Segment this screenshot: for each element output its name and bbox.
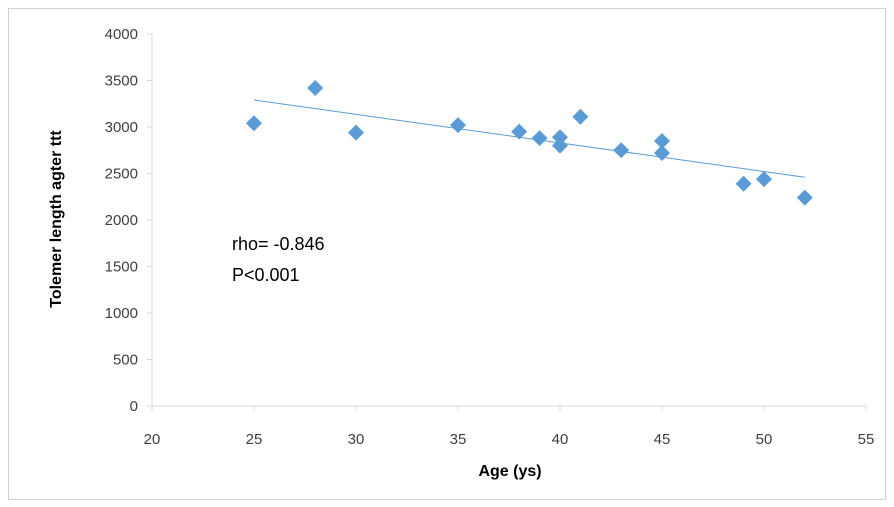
y-tick-label: 0: [130, 398, 138, 415]
y-tick-labels: 0 500 1000 1500 2000 2500 3000 3500 4000: [105, 26, 138, 415]
y-tick-label: 1000: [105, 305, 138, 322]
data-point: [654, 145, 670, 162]
data-point: [552, 129, 568, 146]
y-tick-label: 2500: [105, 166, 138, 183]
x-tick-label: 20: [144, 431, 161, 448]
data-point: [246, 115, 262, 132]
trendline-group: [253, 99, 805, 178]
x-tick-label: 45: [654, 431, 671, 448]
p-value-annotation: P<0.001: [232, 265, 300, 285]
data-point: [511, 123, 528, 140]
y-tick-label: 500: [113, 352, 138, 369]
x-tick-label: 55: [858, 431, 875, 448]
x-tick-label: 35: [450, 431, 467, 448]
data-point: [572, 108, 589, 125]
data-point: [654, 132, 670, 149]
x-tick-label: 25: [246, 431, 263, 448]
data-point: [735, 175, 752, 192]
x-tick-label: 40: [552, 431, 569, 448]
data-points: [246, 79, 813, 206]
rho-annotation: rho= -0.846: [232, 234, 325, 254]
data-point: [756, 171, 772, 188]
axes: [147, 33, 867, 411]
chart-frame: [8, 8, 886, 500]
x-tick-labels: 20 25 30 35 40 45 50 55: [144, 431, 875, 448]
data-point: [613, 142, 630, 159]
x-tick-label: 30: [348, 431, 365, 448]
data-point: [552, 137, 568, 154]
y-tick-label: 4000: [105, 26, 138, 43]
trendline: [253, 99, 805, 178]
y-tick-label: 3500: [105, 73, 138, 90]
x-axis-title: Age (ys): [478, 463, 541, 480]
y-tick-label: 2000: [105, 212, 138, 229]
data-point: [531, 130, 548, 147]
data-point: [348, 124, 364, 141]
data-point: [450, 117, 466, 134]
y-tick-label: 1500: [105, 259, 138, 276]
data-point: [796, 189, 813, 206]
y-axis-title: Tolemer length agter ttt: [48, 130, 65, 308]
x-tick-label: 50: [756, 431, 773, 448]
data-point: [307, 79, 324, 96]
y-tick-label: 3000: [105, 119, 138, 136]
